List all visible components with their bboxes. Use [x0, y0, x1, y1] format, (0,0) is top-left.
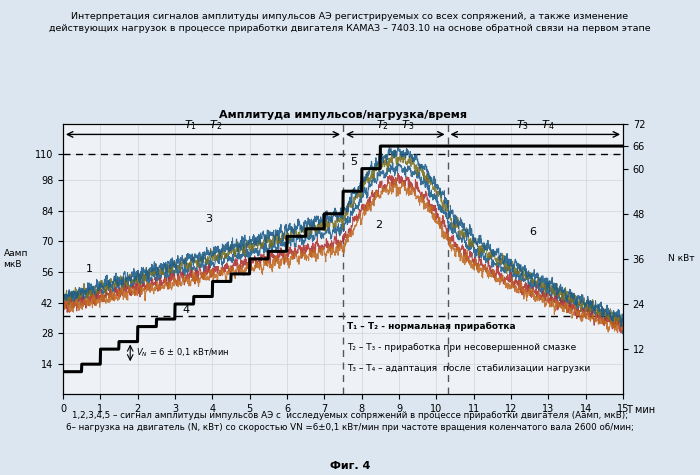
Title: Амплитуда импульсов/нагрузка/время: Амплитуда импульсов/нагрузка/время: [219, 110, 467, 120]
Text: 2: 2: [374, 220, 382, 230]
Text: $T_3 - T_4$: $T_3 - T_4$: [516, 118, 555, 132]
Text: Интерпретация сигналов амплитуды импульсов АЭ регистрируемых со всех сопряжений,: Интерпретация сигналов амплитуды импульс…: [49, 12, 651, 33]
Text: 4: 4: [183, 305, 190, 315]
Text: Т₁ – Т₂ - нормальная приработка: Т₁ – Т₂ - нормальная приработка: [346, 322, 515, 331]
Text: 1,2,3,4,5 – сигнал амплитуды импульсов АЭ с  исследуемых сопряжений в процессе п: 1,2,3,4,5 – сигнал амплитуды импульсов А…: [72, 411, 628, 420]
Text: $T_2 - T_3$: $T_2 - T_3$: [376, 118, 414, 132]
Text: Фиг. 4: Фиг. 4: [330, 461, 370, 471]
Text: Аамп
мкВ: Аамп мкВ: [4, 249, 28, 268]
Text: 6– нагрузка на двигатель (N, кВт) со скоростью VN =6±0,1 кВт/мин при частоте вра: 6– нагрузка на двигатель (N, кВт) со ско…: [66, 423, 634, 432]
Text: N кВт: N кВт: [668, 255, 695, 263]
Text: 5: 5: [351, 157, 358, 167]
Text: Т мин: Т мин: [626, 405, 656, 415]
Text: $V_N$ = 6 ± 0,1 кВт/мин: $V_N$ = 6 ± 0,1 кВт/мин: [136, 347, 229, 359]
Text: 1: 1: [85, 264, 92, 274]
Text: Т₂ – Т₃ - приработка при несовершенной смазке: Т₂ – Т₃ - приработка при несовершенной с…: [346, 343, 576, 352]
Text: $T_1 - T_2$: $T_1 - T_2$: [183, 118, 223, 132]
Text: Т₃ – Т₄ – адаптация  после  стабилизации нагрузки: Т₃ – Т₄ – адаптация после стабилизации н…: [346, 364, 590, 373]
Text: 6: 6: [530, 227, 537, 237]
Text: 3: 3: [205, 214, 212, 224]
